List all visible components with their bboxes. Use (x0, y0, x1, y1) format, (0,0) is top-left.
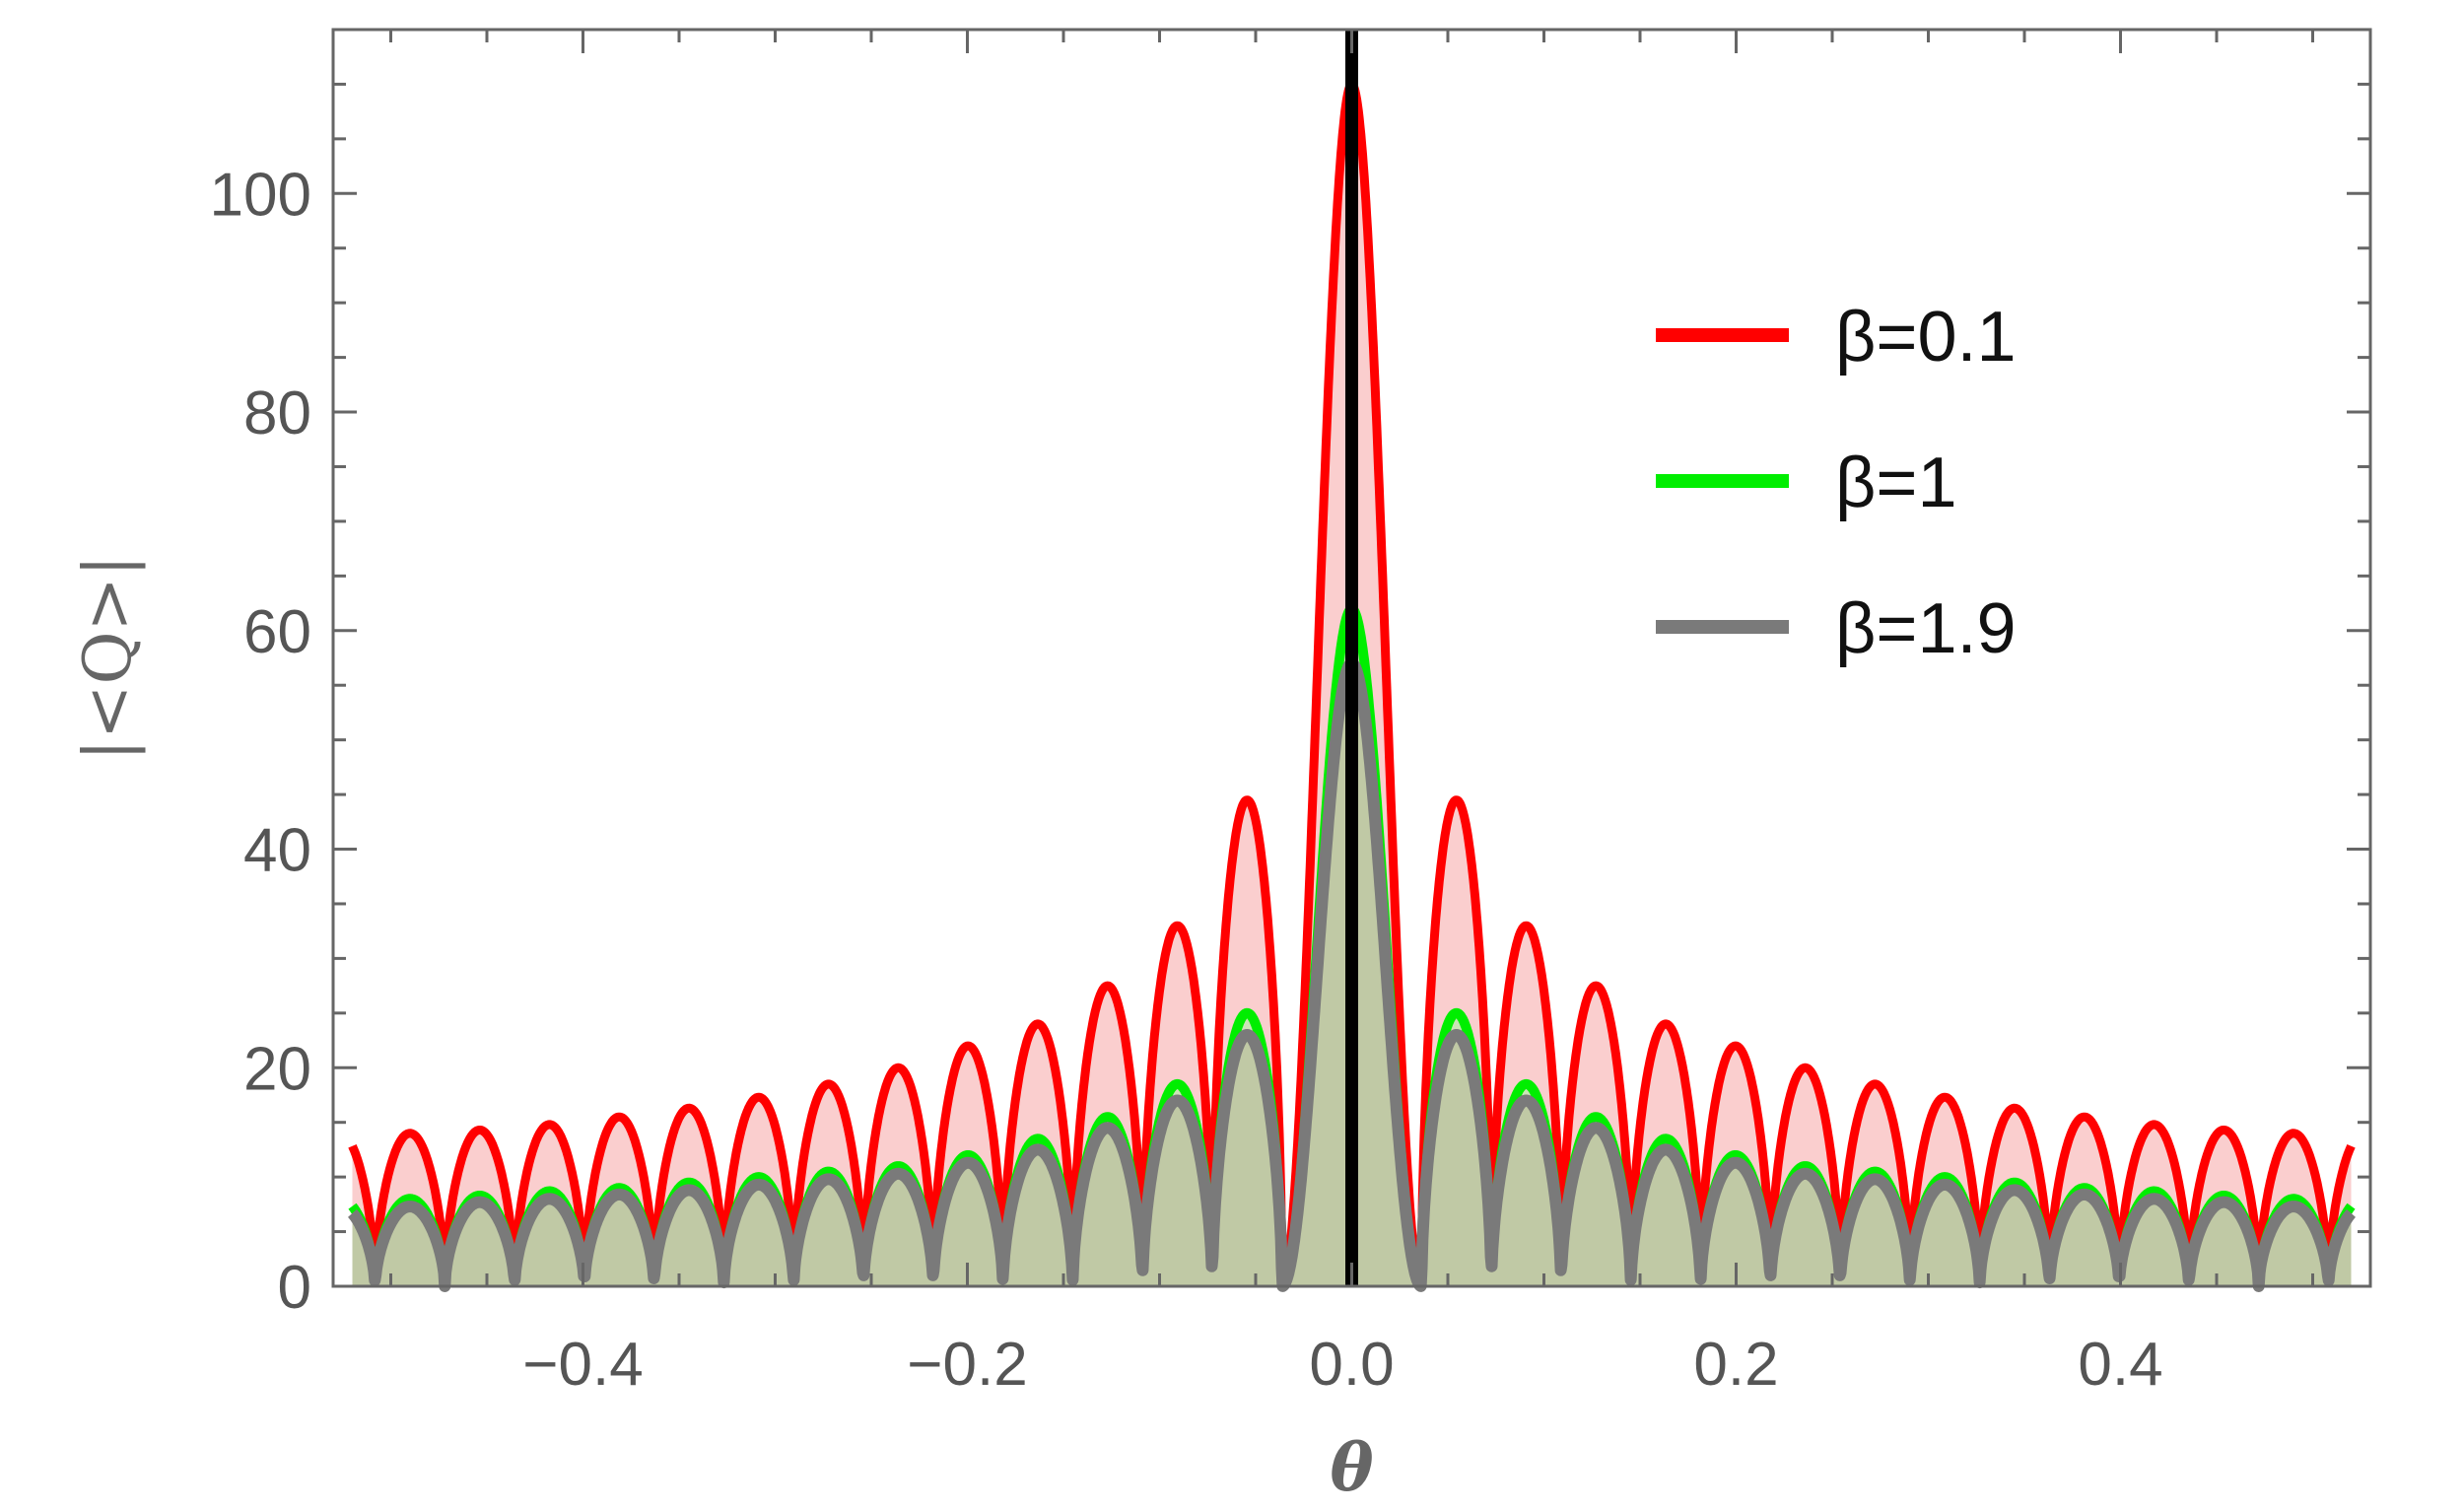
x-tick-label: −0.2 (907, 1331, 1027, 1399)
x-tick-label: 0.2 (1693, 1331, 1778, 1399)
y-axis-title: |<Q>| (70, 555, 146, 761)
y-tick-label: 60 (243, 598, 311, 666)
y-tick-label: 40 (243, 817, 311, 885)
legend: β=0.1 β=1 β=1.9 (1656, 298, 2017, 668)
y-tick-label: 20 (243, 1035, 311, 1103)
y-tick-labels: 0 20 40 60 80 100 (210, 161, 311, 1322)
x-tick-label: 0.0 (1309, 1331, 1394, 1399)
legend-label: β=1 (1835, 444, 1957, 522)
y-tick-label: 100 (210, 161, 311, 229)
y-tick-label: 80 (243, 379, 311, 447)
legend-label: β=1.9 (1835, 589, 2017, 668)
x-axis-title: θ (1330, 1429, 1373, 1506)
axis-ticks (333, 30, 2370, 1288)
legend-label: β=0.1 (1835, 298, 2017, 377)
x-tick-label: 0.4 (2078, 1331, 2162, 1399)
x-tick-label: −0.4 (522, 1331, 643, 1399)
y-tick-label: 0 (278, 1254, 311, 1322)
x-tick-labels: −0.4 −0.2 0.0 0.2 0.4 (522, 1331, 2162, 1399)
